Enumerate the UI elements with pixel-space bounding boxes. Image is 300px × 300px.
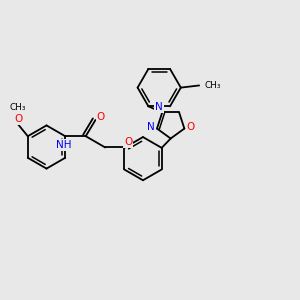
Text: O: O (97, 112, 105, 122)
Text: N: N (155, 102, 163, 112)
Text: O: O (14, 114, 22, 124)
Text: CH₃: CH₃ (10, 103, 26, 112)
Text: NH: NH (56, 140, 71, 150)
Text: CH₃: CH₃ (205, 81, 221, 90)
Text: O: O (124, 137, 132, 147)
Text: O: O (187, 122, 195, 132)
Text: N: N (146, 122, 154, 132)
